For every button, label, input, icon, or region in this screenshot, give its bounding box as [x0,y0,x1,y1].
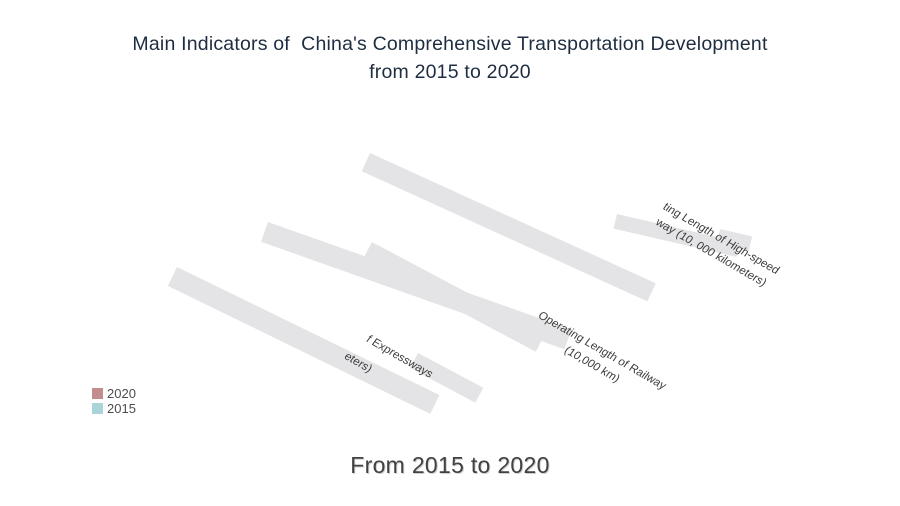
legend-item-2020: 2020 [92,386,136,401]
legend-label-2015: 2015 [107,401,136,416]
legend-swatch-2020 [92,388,103,399]
legend-label-2020: 2020 [107,386,136,401]
axis-label-highspeed-line-2: way (10, 000 kilometers) [653,216,769,290]
chart-title-line-2: from 2015 to 2020 [369,60,531,83]
axis-label-railway: Operating Length of Railway (10,000 km) [513,302,680,415]
legend-swatch-2015 [92,403,103,414]
axis-label-highspeed-railway: ting Length of High-speed way (10, 000 k… [632,190,799,303]
bar-railway-lower [362,242,546,352]
axis-label-railway-line-1: Operating Length of Railway [535,309,669,393]
caption-subtitle: From 2015 to 2020 [350,452,550,478]
legend: 2020 2015 [92,386,136,416]
legend-item-2015: 2015 [92,401,136,416]
chart-title-line-1: Main Indicators of China's Comprehensive… [132,33,768,55]
chart-title: Main Indicators of China's Comprehensive… [0,31,900,86]
axis-label-railway-line-2: (10,000 km) [561,344,622,386]
